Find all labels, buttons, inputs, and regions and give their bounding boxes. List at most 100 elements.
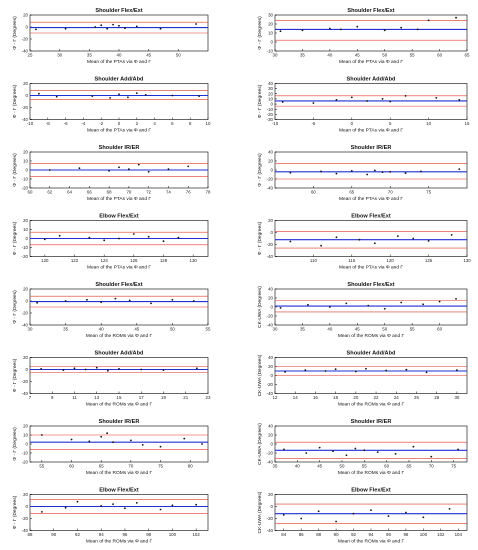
x-tick-label: 17 — [139, 395, 144, 400]
x-axis-label-part: Γ — [147, 128, 151, 134]
x-tick-label: 4 — [153, 121, 156, 126]
x-tick-label: 100 — [420, 532, 428, 537]
chart-title: Elbow Flex/Ext — [99, 214, 139, 220]
data-point — [455, 298, 457, 300]
x-axis-label-part: Γ — [399, 128, 403, 134]
data-point — [373, 169, 376, 172]
data-point — [335, 172, 338, 175]
x-tick-label: 60 — [437, 327, 442, 332]
x-tick-label: 122 — [71, 258, 79, 263]
data-point — [135, 25, 138, 28]
x-axis-label-part: Φ — [386, 470, 391, 476]
x-tick-label: 74 — [166, 190, 171, 195]
y-axis-label-unit: (Degrees) — [257, 84, 263, 106]
x-tick-label: 35 — [63, 327, 68, 332]
chart-panel-7: Elbow Flex/Ext -20 -10 0 10 20 120 122 124 126 128… — [12, 214, 209, 271]
x-tick-label: 35 — [87, 53, 92, 58]
data-point — [389, 170, 392, 173]
x-axis-label-part: and — [138, 265, 148, 271]
data-point — [137, 163, 140, 166]
x-tick-label: 30 — [273, 53, 278, 58]
x-tick-label: 65 — [407, 464, 412, 469]
x-tick-label: 45 — [134, 327, 139, 332]
x-tick-label: 130 — [190, 258, 198, 263]
data-point — [304, 369, 307, 371]
y-tick-label: 40 — [268, 150, 273, 155]
y-tick-label: -30 — [267, 117, 274, 122]
x-tick-label: 60 — [69, 464, 74, 469]
data-point — [396, 235, 399, 238]
x-tick-label: 2 — [136, 121, 139, 126]
data-point — [354, 447, 357, 450]
x-tick-label: 40 — [99, 327, 104, 332]
data-point — [195, 503, 198, 506]
x-tick-label: 70 — [128, 464, 133, 469]
x-tick-label: 11 — [72, 395, 77, 400]
data-point — [438, 300, 441, 303]
data-point — [358, 238, 361, 241]
data-point — [430, 455, 433, 458]
y-tick-label: -20 — [22, 516, 29, 521]
y-tick-label: -20 — [267, 516, 274, 521]
data-point — [106, 369, 109, 372]
y-tick-label: 0 — [271, 230, 274, 235]
x-axis-label: Mean of the ROMs via Φ and Γ — [338, 539, 405, 545]
y-tick-label: 0 — [26, 504, 29, 509]
x-tick-label: 84 — [281, 532, 286, 537]
y-tick-label: 20 — [23, 81, 28, 86]
x-axis-label-part: Γ — [399, 196, 403, 202]
y-axis-label-quantity: CK-UWA — [257, 444, 263, 464]
chart-title: Shoulder Flex/Ext — [347, 282, 394, 288]
data-point — [363, 449, 366, 452]
x-tick-label: 94 — [369, 532, 374, 537]
chart-title: Shoulder IR/ER — [351, 145, 392, 151]
y-tick-label: -40 — [267, 323, 274, 328]
plot-frame — [29, 357, 209, 394]
data-point — [91, 95, 94, 97]
x-tick-label: -2 — [99, 121, 103, 126]
data-point — [106, 27, 109, 30]
x-tick-label: 115 — [348, 258, 356, 263]
data-point — [106, 432, 109, 435]
x-axis-label-part: and — [138, 196, 148, 202]
y-tick-label: 20 — [23, 355, 28, 360]
data-point — [427, 19, 430, 22]
y-tick-label: -40 — [22, 528, 29, 533]
data-point — [394, 453, 397, 455]
data-point — [458, 168, 461, 171]
data-point — [404, 94, 407, 97]
x-tick-label: 88 — [28, 532, 33, 537]
x-tick-label: 14 — [293, 395, 298, 400]
x-axis-label-part: and — [139, 470, 149, 476]
x-tick-label: 16 — [313, 395, 318, 400]
y-axis-label: Φ - Γ (Degrees) — [12, 221, 18, 255]
data-point — [427, 240, 430, 242]
x-tick-label: 64 — [67, 190, 72, 195]
x-tick-label: 96 — [386, 532, 391, 537]
data-point — [317, 510, 320, 513]
data-point — [198, 95, 201, 97]
x-tick-label: 55 — [362, 464, 367, 469]
x-axis-label-part: and — [390, 59, 400, 65]
data-point — [373, 242, 376, 245]
x-tick-label: 8 — [189, 121, 192, 126]
data-point — [58, 234, 61, 237]
data-point — [48, 169, 51, 171]
y-axis-label: CK-UWA (Degrees) — [257, 423, 263, 465]
data-point — [279, 307, 282, 309]
y-axis-label-quantity: Φ - Γ — [257, 106, 263, 118]
x-axis-label-part: Γ — [148, 402, 152, 408]
x-axis-label: Mean of the ROMs via Φ and Γ — [86, 333, 153, 339]
y-tick-label: 0 — [26, 442, 29, 447]
data-point — [95, 366, 98, 369]
x-tick-label: 98 — [403, 532, 408, 537]
y-tick-label: 0 — [271, 102, 274, 107]
x-tick-label: 92 — [75, 532, 80, 537]
x-tick-label: 21 — [183, 395, 188, 400]
data-point — [187, 165, 190, 168]
data-point — [422, 303, 425, 306]
x-tick-label: 100 — [169, 532, 177, 537]
data-point — [36, 301, 39, 304]
x-axis-label-part: and — [139, 539, 149, 545]
data-point — [312, 102, 315, 104]
